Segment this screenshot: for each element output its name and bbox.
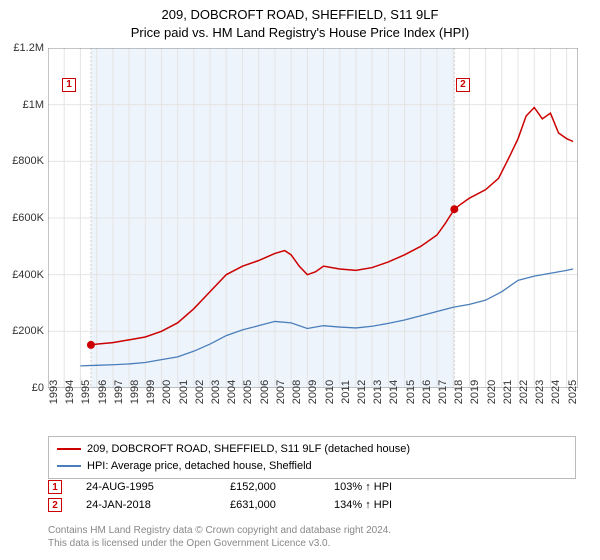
xtick-label: 2002 [194,380,206,404]
footer-line2: This data is licensed under the Open Gov… [48,537,391,550]
xtick-label: 2009 [307,380,319,404]
ytick-label: £800K [12,155,44,167]
legend-swatch-property [57,448,81,450]
chart-marker-2: 2 [456,78,470,92]
xtick-label: 2013 [372,380,384,404]
ytick-label: £1M [23,99,44,111]
sale-hpi-1: 103% ↑ HPI [334,481,434,493]
footer-line1: Contains HM Land Registry data © Crown c… [48,524,391,537]
xtick-label: 1996 [97,380,109,404]
xtick-label: 2008 [291,380,303,404]
sale-date-1: 24-AUG-1995 [86,481,206,493]
xtick-label: 2017 [437,380,449,404]
ytick-label: £0 [32,382,44,394]
chart-svg [48,48,578,388]
chart-container: 209, DOBCROFT ROAD, SHEFFIELD, S11 9LF P… [0,0,600,560]
sales-block: 1 24-AUG-1995 £152,000 103% ↑ HPI 2 24-J… [48,480,576,516]
xtick-label: 2004 [226,380,238,404]
xtick-label: 2022 [518,380,530,404]
xtick-label: 2016 [421,380,433,404]
xtick-label: 1998 [129,380,141,404]
xtick-label: 2000 [161,380,173,404]
xtick-label: 1999 [145,380,157,404]
legend-row-property: 209, DOBCROFT ROAD, SHEFFIELD, S11 9LF (… [57,441,567,458]
legend-swatch-hpi [57,465,81,467]
xtick-label: 1997 [113,380,125,404]
xtick-label: 2001 [178,380,190,404]
legend-box: 209, DOBCROFT ROAD, SHEFFIELD, S11 9LF (… [48,436,576,479]
xtick-label: 2006 [259,380,271,404]
xtick-label: 2023 [534,380,546,404]
footer: Contains HM Land Registry data © Crown c… [48,524,391,550]
xtick-label: 2021 [502,380,514,404]
xtick-label: 2003 [210,380,222,404]
ytick-label: £1.2M [13,42,44,54]
title-subtitle: Price paid vs. HM Land Registry's House … [0,24,600,42]
title-block: 209, DOBCROFT ROAD, SHEFFIELD, S11 9LF P… [0,0,600,42]
sale-date-2: 24-JAN-2018 [86,499,206,511]
xtick-label: 1994 [64,380,76,404]
xtick-label: 1995 [80,380,92,404]
xtick-label: 2014 [388,380,400,404]
chart-marker-1: 1 [62,78,76,92]
xtick-label: 2020 [486,380,498,404]
title-address: 209, DOBCROFT ROAD, SHEFFIELD, S11 9LF [0,6,600,24]
legend-row-hpi: HPI: Average price, detached house, Shef… [57,458,567,475]
sale-row-2: 2 24-JAN-2018 £631,000 134% ↑ HPI [48,498,576,512]
legend-label-hpi: HPI: Average price, detached house, Shef… [87,458,312,475]
xtick-label: 2010 [324,380,336,404]
ytick-label: £200K [12,325,44,337]
xtick-label: 2011 [340,380,352,404]
xtick-label: 2025 [567,380,579,404]
sale-row-1: 1 24-AUG-1995 £152,000 103% ↑ HPI [48,480,576,494]
sale-marker-1: 1 [48,480,62,494]
xtick-label: 2005 [242,380,254,404]
xtick-label: 2018 [453,380,465,404]
sale-price-2: £631,000 [230,499,310,511]
xtick-label: 2019 [469,380,481,404]
xtick-label: 1993 [48,380,60,404]
legend-label-property: 209, DOBCROFT ROAD, SHEFFIELD, S11 9LF (… [87,441,410,458]
xtick-label: 2015 [405,380,417,404]
xtick-label: 2024 [550,380,562,404]
xtick-label: 2012 [356,380,368,404]
sale-hpi-2: 134% ↑ HPI [334,499,434,511]
xtick-label: 2007 [275,380,287,404]
sale-marker-2: 2 [48,498,62,512]
sale-price-1: £152,000 [230,481,310,493]
ytick-label: £400K [12,269,44,281]
chart-area: £0£200K£400K£600K£800K£1M£1.2M1993199419… [48,48,578,388]
ytick-label: £600K [12,212,44,224]
